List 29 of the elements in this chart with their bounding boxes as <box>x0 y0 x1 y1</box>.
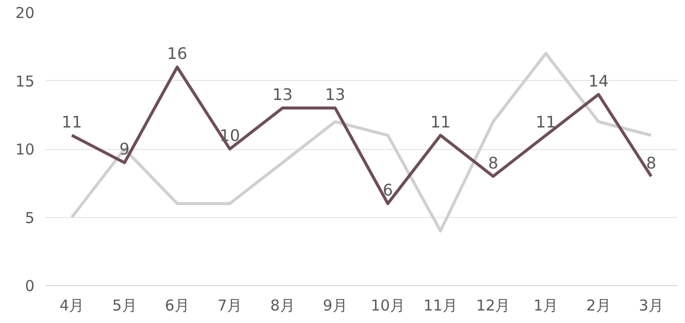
x-tick-label: 12月 <box>476 296 510 314</box>
x-tick-label: 4月 <box>60 296 84 314</box>
data-label: 11 <box>62 112 82 132</box>
x-tick-label: 5月 <box>112 296 137 314</box>
y-tick-label: 5 <box>24 208 35 227</box>
y-tick-label: 15 <box>15 72 35 90</box>
x-tick-label: 10月 <box>370 296 405 314</box>
y-tick-label: 0 <box>24 277 35 295</box>
data-label: 8 <box>488 153 498 172</box>
x-tick-label: 2月 <box>586 296 611 314</box>
x-tick-label: 11月 <box>423 296 458 314</box>
x-tick-label: 8月 <box>270 296 295 314</box>
x-tick-label: 7月 <box>218 296 242 314</box>
data-label: 8 <box>646 153 656 172</box>
data-label: 11 <box>430 112 451 132</box>
x-tick-label: 9月 <box>322 296 348 314</box>
data-label: 13 <box>324 85 346 104</box>
x-tick-label: 1月 <box>534 296 558 314</box>
y-tick-label: 20 <box>15 4 35 22</box>
data-label: 11 <box>536 112 556 132</box>
y-tick-label: 10 <box>15 140 35 158</box>
data-label: 6 <box>382 180 393 200</box>
x-tick-label: 6月 <box>164 296 190 314</box>
data-label: 10 <box>220 126 240 145</box>
data-label: 9 <box>119 140 130 159</box>
data-label: 13 <box>272 85 293 104</box>
data-label: 16 <box>166 44 188 64</box>
data-label: 14 <box>588 71 609 90</box>
x-tick-label: 3月 <box>638 296 664 314</box>
